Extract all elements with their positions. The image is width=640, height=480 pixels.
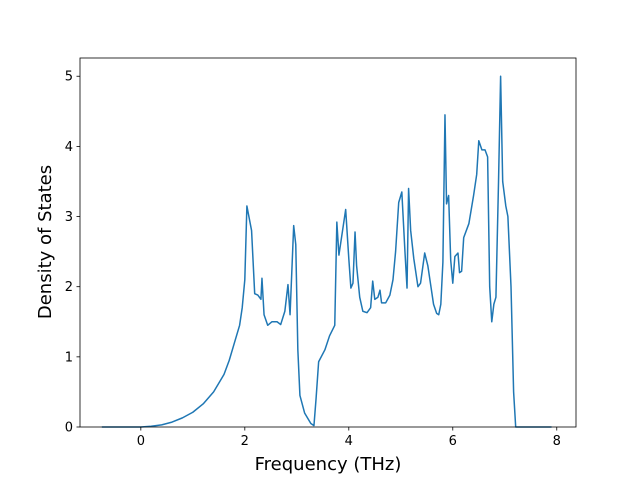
- y-tick-label: 1: [65, 350, 73, 365]
- y-tick-label: 5: [65, 70, 73, 85]
- x-tick-label: 0: [137, 434, 145, 449]
- x-axis-label: Frequency (THz): [255, 454, 402, 475]
- x-tick-label: 8: [553, 434, 561, 449]
- x-tick-label: 4: [345, 434, 353, 449]
- y-tick-label: 2: [65, 280, 73, 295]
- plot-frame: [79, 57, 577, 428]
- y-tick-label: 4: [65, 140, 73, 155]
- y-tick-label: 3: [65, 210, 73, 225]
- x-tick-label: 6: [449, 434, 457, 449]
- y-tick-label: 0: [65, 421, 73, 436]
- y-axis-label: Density of States: [35, 165, 56, 319]
- data-line: [101, 75, 552, 428]
- x-tick-label: 2: [241, 434, 249, 449]
